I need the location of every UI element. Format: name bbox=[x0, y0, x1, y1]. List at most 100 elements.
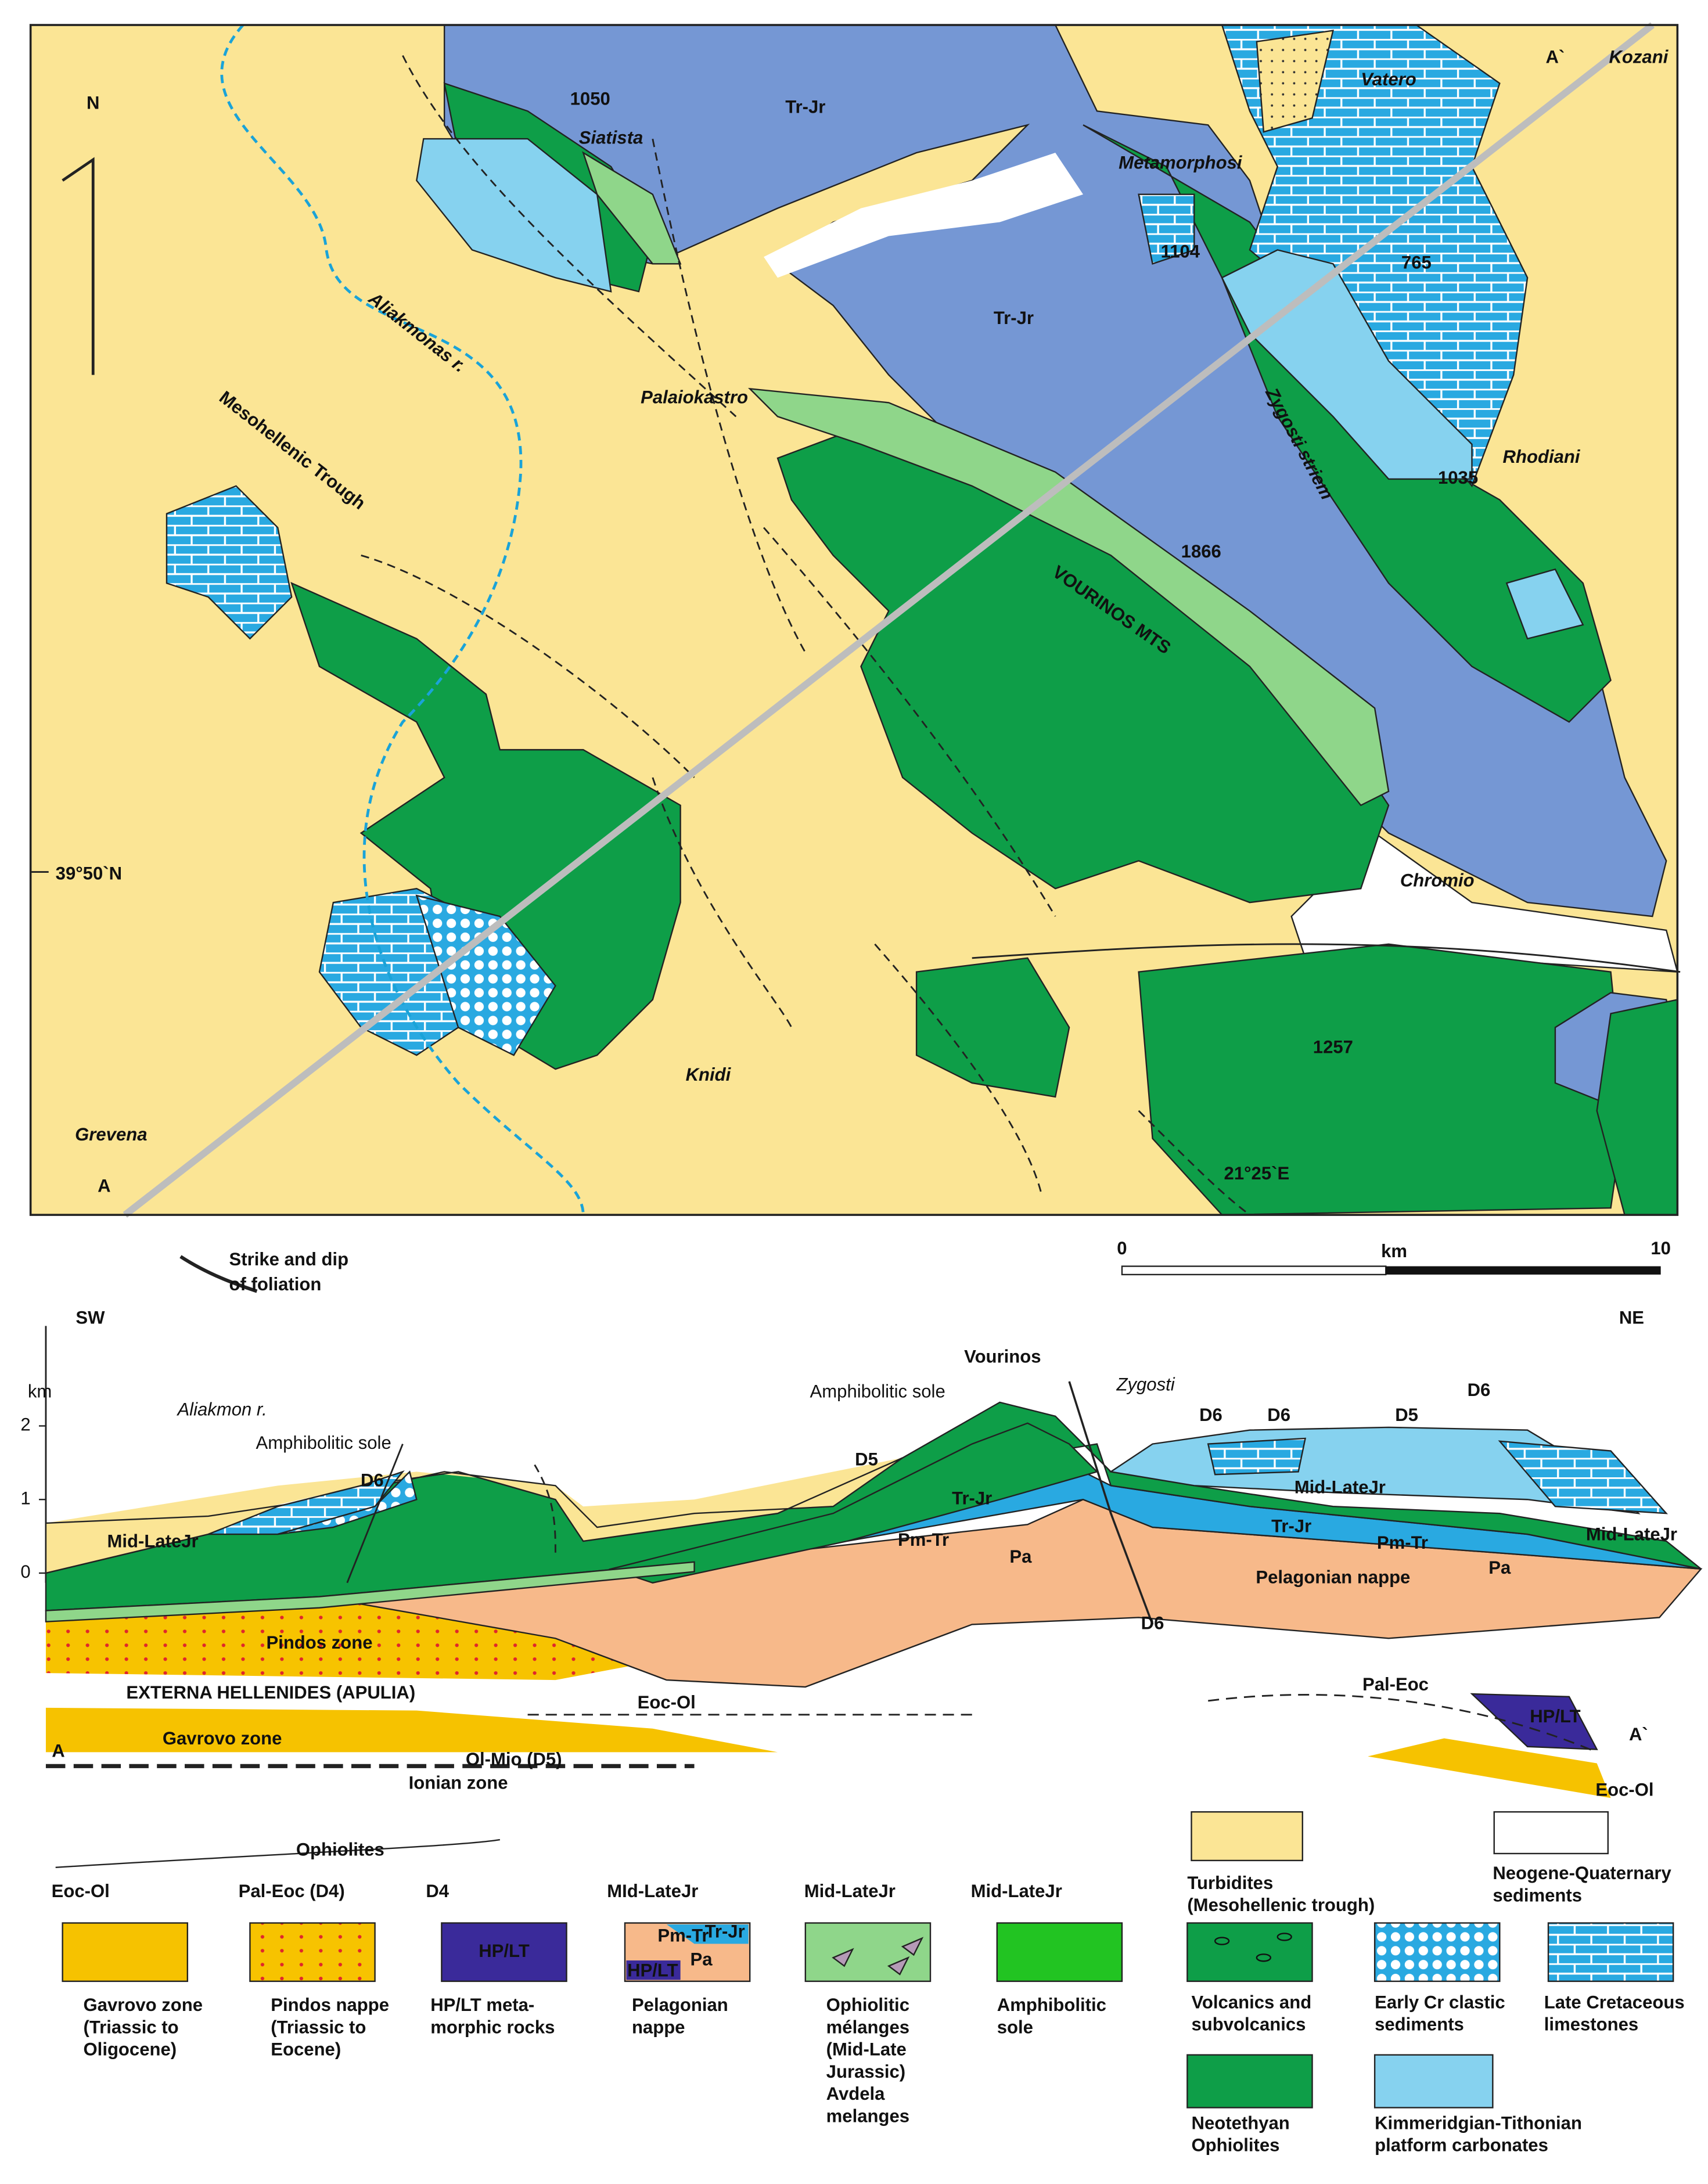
section-label: Aliakmon r. bbox=[176, 1399, 267, 1419]
place-name: Grevena bbox=[75, 1124, 147, 1145]
thrust-label: D4 bbox=[426, 1881, 449, 1901]
section-label: D6 bbox=[361, 1470, 384, 1490]
melange-band bbox=[45, 1561, 695, 1622]
gavrovo bbox=[1368, 1738, 1611, 1798]
unit-label: Tr-Jr bbox=[994, 308, 1034, 328]
section-end: A` bbox=[1546, 47, 1565, 67]
thrust-line bbox=[55, 1838, 500, 1869]
scale-bar bbox=[1386, 1266, 1661, 1275]
fault bbox=[1068, 1381, 1154, 1625]
legend-label: Eocene) bbox=[271, 2039, 341, 2060]
platform-carbonate bbox=[416, 138, 612, 293]
section-label: Zygosti bbox=[1116, 1374, 1175, 1394]
ophiolite bbox=[290, 582, 681, 1070]
legend-swatch bbox=[1547, 1922, 1674, 1982]
section-label: D6 bbox=[1141, 1613, 1164, 1633]
legend-label: (Triassic to bbox=[271, 2017, 366, 2037]
section-label: D6 bbox=[1267, 1405, 1290, 1425]
axis-tick-label: 0 bbox=[20, 1561, 30, 1582]
clastic bbox=[277, 1470, 418, 1535]
section-label: Ionian zone bbox=[409, 1773, 508, 1793]
thrust-label: Mid-LateJr bbox=[804, 1881, 896, 1901]
hp-lt bbox=[626, 1960, 681, 1980]
melange-clast bbox=[832, 1948, 854, 1967]
gavrovo bbox=[45, 1707, 778, 1753]
fault bbox=[874, 943, 1042, 1194]
foliation-symbol bbox=[179, 1255, 258, 1293]
legend-label: (Mid-Late bbox=[826, 2039, 907, 2060]
legend-label: Gavrovo zone bbox=[84, 1995, 203, 2015]
legend-swatch bbox=[1186, 2054, 1313, 2109]
volcanic-symbol bbox=[1256, 1953, 1271, 1962]
legend-label: HP/LT meta- bbox=[430, 1995, 534, 2015]
section-label: Tr-Jr bbox=[1271, 1516, 1311, 1536]
fault bbox=[402, 55, 737, 418]
clastic bbox=[415, 894, 556, 1056]
limestone bbox=[1498, 1440, 1669, 1514]
label: N bbox=[87, 93, 99, 113]
ophiolite bbox=[915, 957, 1070, 1098]
swatch-text: HP/LT bbox=[627, 1960, 678, 1980]
detachment bbox=[1208, 1694, 1598, 1753]
fault bbox=[534, 1464, 556, 1555]
section-label: Tr-Jr bbox=[952, 1488, 992, 1508]
section-label: Eoc-Ol bbox=[1595, 1780, 1653, 1800]
legend-label: Pelagonian bbox=[632, 1995, 728, 2015]
scale-label: 0 bbox=[1117, 1238, 1127, 1258]
legend-label: Avdela bbox=[826, 2084, 885, 2104]
legend-label: Neotethyan bbox=[1192, 2113, 1290, 2133]
section-line bbox=[123, 22, 1655, 1218]
legend-label: (Mesohellenic trough) bbox=[1187, 1895, 1375, 1915]
section-label: D6 bbox=[1199, 1405, 1222, 1425]
legend-swatch bbox=[62, 1922, 189, 1982]
platform-carbonate bbox=[1505, 568, 1584, 640]
swatch-text: Tr-Jr bbox=[705, 1921, 745, 1941]
fault bbox=[361, 555, 695, 778]
section-label: Amphibolitic sole bbox=[256, 1433, 391, 1453]
legend-label: morphic rocks bbox=[430, 2017, 555, 2037]
section-label: Gavrovo zone bbox=[163, 1728, 282, 1748]
melange-clast bbox=[887, 1956, 910, 1976]
legend-swatch bbox=[1373, 2054, 1494, 2109]
section-label: Mid-LateJr bbox=[107, 1531, 198, 1552]
axis-tick-label: 2 bbox=[20, 1415, 30, 1435]
volcanic-symbol bbox=[1276, 1933, 1292, 1941]
section-label: EXTERNA HELLENIDES (APULIA) bbox=[126, 1682, 415, 1703]
melange bbox=[747, 387, 1390, 807]
fault bbox=[1138, 1110, 1250, 1216]
pindos bbox=[45, 1596, 667, 1681]
limestone bbox=[1138, 193, 1195, 265]
legend-label: sediments bbox=[1493, 1885, 1582, 1905]
pelagonian bbox=[319, 1498, 1703, 1688]
neogene bbox=[764, 153, 1084, 278]
place-name: Kozani bbox=[1609, 47, 1669, 67]
section-label: HP/LT bbox=[1530, 1706, 1580, 1726]
latitude-label: 39°50`N bbox=[56, 863, 122, 884]
melange bbox=[582, 151, 682, 265]
section-label: Pa bbox=[1009, 1546, 1032, 1567]
section-label: Mid-LateJr bbox=[1295, 1477, 1386, 1497]
section-label: D5 bbox=[1395, 1405, 1418, 1425]
section-label: Pal-Eoc bbox=[1362, 1674, 1429, 1694]
label: of foliation bbox=[229, 1274, 322, 1294]
legend-label: Pindos nappe bbox=[271, 1995, 389, 2015]
legend-label: Ophiolites bbox=[1192, 2135, 1280, 2156]
elevation: 1104 bbox=[1161, 241, 1200, 261]
legend-swatch bbox=[1186, 1922, 1313, 1982]
place-name: Vatero bbox=[1361, 69, 1416, 89]
place-name: Metamorphosi bbox=[1119, 152, 1243, 172]
section-label: Mid-LateJr bbox=[1586, 1524, 1677, 1545]
legend-swatch bbox=[249, 1922, 376, 1982]
volcanic-symbol bbox=[1214, 1937, 1230, 1945]
scale-unit: km bbox=[1381, 1241, 1407, 1261]
legend-swatch bbox=[1191, 1811, 1303, 1862]
map-frame bbox=[29, 24, 1679, 1216]
legend-label: platform carbonates bbox=[1375, 2135, 1548, 2156]
place-name: Siatista bbox=[579, 127, 643, 147]
thrust-label: Ophiolites bbox=[296, 1839, 384, 1859]
thrust-label: Pal-Eoc (D4) bbox=[239, 1881, 345, 1901]
elevation: 1257 bbox=[1313, 1037, 1353, 1057]
ophiolite bbox=[608, 1422, 1099, 1584]
legend-label: nappe bbox=[632, 2017, 685, 2037]
